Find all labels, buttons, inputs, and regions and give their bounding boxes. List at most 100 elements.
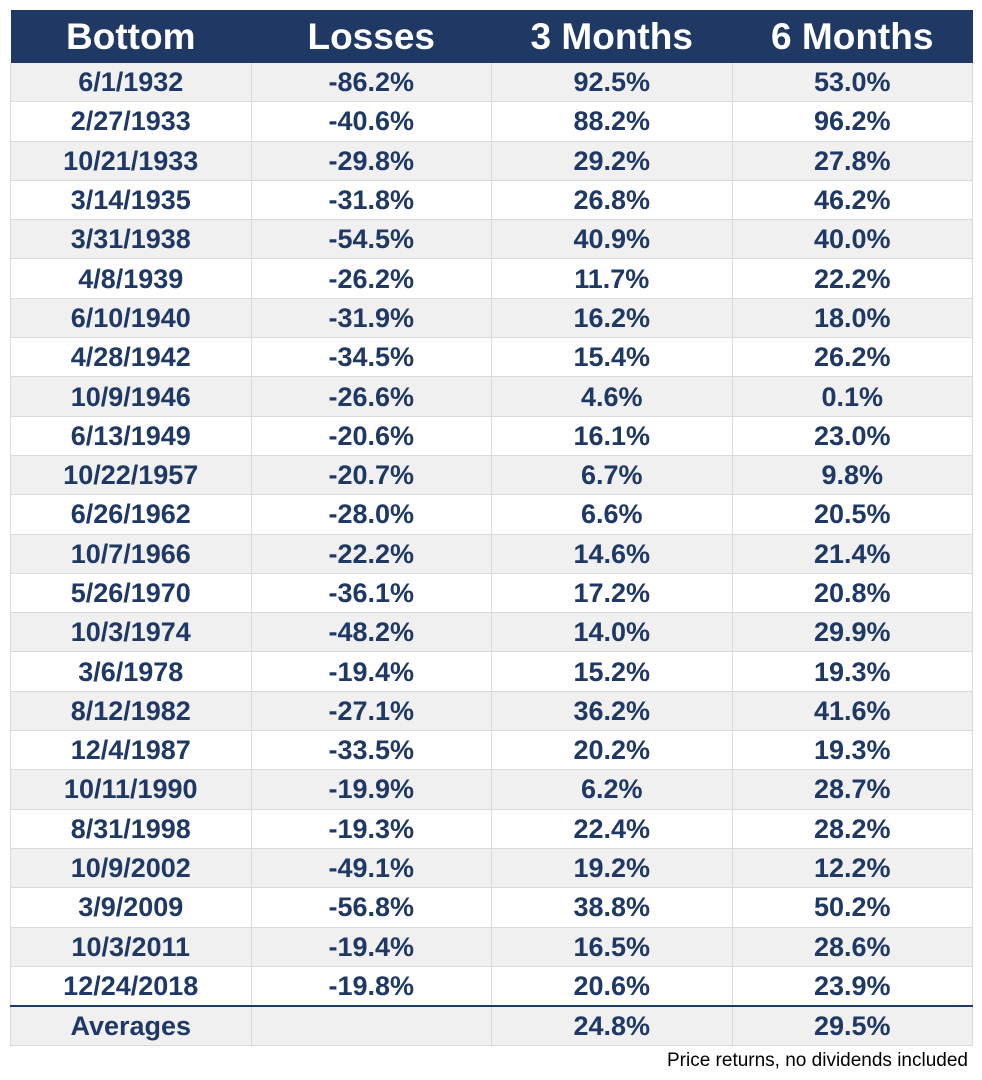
cell-3-month-return: 4.6% [491,376,733,417]
cell-loss: -28.0% [251,494,492,535]
cell-6-month-return: 53.0% [732,63,973,103]
cell-loss: -20.7% [251,455,492,496]
header-row: Bottom Losses 3 Months 6 Months [10,10,973,63]
table-row: 6/10/1940 -31.9% 16.2% 18.0% [10,298,973,339]
table-row: 10/3/1974 -48.2% 14.0% 29.9% [10,612,973,653]
table-footer: Averages 24.8% 29.5% [10,1005,973,1047]
table-row: 12/24/2018 -19.8% 20.6% 23.9% [10,966,973,1007]
cell-bottom-date: 4/28/1942 [10,337,252,378]
cell-3-month-return: 26.8% [491,180,733,221]
cell-loss: -19.9% [251,769,492,810]
cell-6-month-return: 40.0% [732,219,973,260]
cell-6-month-return: 26.2% [732,337,973,378]
cell-bottom-date: 10/3/1974 [10,612,252,653]
cell-3-month-return: 38.8% [491,887,733,928]
cell-loss: -36.1% [251,573,492,614]
table-row: 3/31/1938 -54.5% 40.9% 40.0% [10,219,973,260]
cell-3-month-return: 19.2% [491,848,733,889]
footnote: Price returns, no dividends included [666,1050,968,1071]
returns-table-container: Bottom Losses 3 Months 6 Months 6/1/1932… [10,10,973,1047]
cell-6-month-return: 9.8% [732,455,973,496]
cell-bottom-date: 10/22/1957 [10,455,252,496]
averages-losses [251,1005,492,1047]
table-row: 2/27/1933 -40.6% 88.2% 96.2% [10,101,973,142]
cell-3-month-return: 20.6% [491,966,733,1007]
cell-3-month-return: 14.0% [491,612,733,653]
averages-3-months: 24.8% [491,1005,733,1047]
averages-6-months: 29.5% [732,1005,973,1047]
column-header-6-months: 6 Months [732,10,973,63]
cell-3-month-return: 16.5% [491,927,733,967]
cell-3-month-return: 14.6% [491,534,733,574]
cell-6-month-return: 28.7% [732,769,973,810]
cell-6-month-return: 22.2% [732,258,973,299]
table-row: 10/11/1990 -19.9% 6.2% 28.7% [10,769,973,810]
column-header-3-months: 3 Months [491,10,732,63]
cell-loss: -22.2% [251,534,492,574]
cell-3-month-return: 15.4% [491,337,733,378]
cell-bottom-date: 5/26/1970 [10,573,252,614]
cell-bottom-date: 3/9/2009 [10,887,252,928]
table-row: 10/21/1933 -29.8% 29.2% 27.8% [10,141,973,181]
cell-3-month-return: 11.7% [491,258,733,299]
cell-6-month-return: 19.3% [732,651,973,692]
cell-6-month-return: 28.2% [732,809,973,849]
cell-bottom-date: 8/12/1982 [10,691,252,732]
cell-loss: -31.9% [251,298,492,339]
cell-3-month-return: 6.7% [491,455,733,496]
cell-3-month-return: 92.5% [491,63,733,103]
cell-loss: -19.4% [251,927,492,967]
cell-6-month-return: 27.8% [732,141,973,181]
cell-bottom-date: 8/31/1998 [10,809,252,849]
cell-bottom-date: 4/8/1939 [10,258,252,299]
table-row: 6/1/1932 -86.2% 92.5% 53.0% [10,63,973,103]
cell-loss: -19.4% [251,651,492,692]
cell-loss: -40.6% [251,101,492,142]
cell-bottom-date: 6/1/1932 [10,63,252,103]
cell-loss: -20.6% [251,416,492,456]
cell-bottom-date: 10/9/2002 [10,848,252,889]
returns-table: Bottom Losses 3 Months 6 Months 6/1/1932… [10,10,973,1047]
cell-loss: -29.8% [251,141,492,181]
cell-loss: -86.2% [251,63,492,103]
column-header-losses: Losses [251,10,492,63]
cell-6-month-return: 21.4% [732,534,973,574]
cell-bottom-date: 6/13/1949 [10,416,252,456]
cell-3-month-return: 17.2% [491,573,733,614]
cell-bottom-date: 3/14/1935 [10,180,252,221]
cell-6-month-return: 46.2% [732,180,973,221]
cell-loss: -54.5% [251,219,492,260]
cell-bottom-date: 3/31/1938 [10,219,252,260]
cell-bottom-date: 10/3/2011 [10,927,252,967]
cell-bottom-date: 10/9/1946 [10,376,252,417]
cell-loss: -33.5% [251,730,492,771]
cell-6-month-return: 41.6% [732,691,973,732]
cell-bottom-date: 6/26/1962 [10,494,252,535]
cell-bottom-date: 6/10/1940 [10,298,252,339]
cell-6-month-return: 20.5% [732,494,973,535]
cell-3-month-return: 16.2% [491,298,733,339]
cell-loss: -31.8% [251,180,492,221]
cell-loss: -48.2% [251,612,492,653]
cell-6-month-return: 29.9% [732,612,973,653]
cell-loss: -34.5% [251,337,492,378]
cell-6-month-return: 12.2% [732,848,973,889]
table-row: 10/9/2002 -49.1% 19.2% 12.2% [10,848,973,889]
cell-loss: -19.8% [251,966,492,1007]
table-row: 3/6/1978 -19.4% 15.2% 19.3% [10,651,973,692]
table-header: Bottom Losses 3 Months 6 Months [10,10,973,63]
cell-3-month-return: 88.2% [491,101,733,142]
cell-3-month-return: 6.6% [491,494,733,535]
cell-3-month-return: 36.2% [491,691,733,732]
table-row: 3/14/1935 -31.8% 26.8% 46.2% [10,180,973,221]
table-row: 5/26/1970 -36.1% 17.2% 20.8% [10,573,973,614]
table-row: 3/9/2009 -56.8% 38.8% 50.2% [10,887,973,928]
cell-3-month-return: 29.2% [491,141,733,181]
table-row: 4/8/1939 -26.2% 11.7% 22.2% [10,258,973,299]
cell-bottom-date: 10/21/1933 [10,141,252,181]
averages-label: Averages [10,1005,252,1047]
cell-bottom-date: 12/24/2018 [10,966,252,1007]
cell-bottom-date: 12/4/1987 [10,730,252,771]
cell-loss: -26.6% [251,376,492,417]
cell-3-month-return: 40.9% [491,219,733,260]
